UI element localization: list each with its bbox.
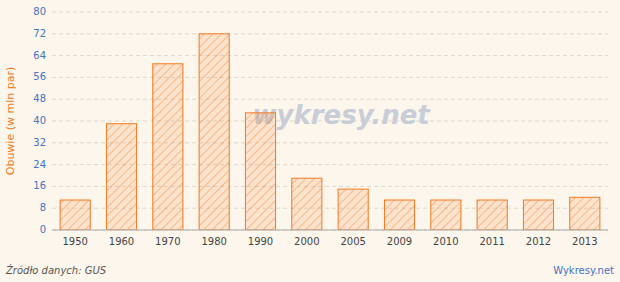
y-tick-label: 8 bbox=[40, 202, 46, 213]
bar bbox=[292, 178, 322, 230]
bar bbox=[477, 200, 507, 230]
bar bbox=[199, 34, 229, 230]
bar bbox=[245, 113, 275, 230]
y-tick-label: 80 bbox=[33, 6, 46, 17]
grid-line bbox=[52, 12, 608, 13]
grid-line bbox=[52, 55, 608, 56]
watermark: wykresy.net bbox=[253, 100, 432, 130]
y-tick-label: 16 bbox=[33, 180, 46, 191]
grid-line bbox=[52, 77, 608, 78]
grid-line bbox=[52, 230, 608, 231]
x-tick-label: 2010 bbox=[433, 236, 458, 247]
x-tick-label: 2009 bbox=[387, 236, 412, 247]
bar bbox=[60, 200, 90, 230]
y-tick-label: 72 bbox=[33, 28, 46, 39]
grid bbox=[52, 12, 608, 230]
x-tick-label: 2005 bbox=[340, 236, 365, 247]
bar bbox=[106, 124, 136, 230]
grid-line bbox=[52, 33, 608, 34]
y-tick-label: 32 bbox=[33, 137, 46, 148]
x-tick-label: 1990 bbox=[248, 236, 273, 247]
x-tick-label: 2011 bbox=[479, 236, 504, 247]
y-tick-label: 40 bbox=[33, 115, 46, 126]
y-tick-label: 56 bbox=[33, 71, 46, 82]
bar bbox=[523, 200, 553, 230]
y-tick-label: 64 bbox=[33, 50, 46, 61]
x-tick-label: 1970 bbox=[155, 236, 180, 247]
y-axis-label: Obuwie (w mln par) bbox=[4, 67, 17, 176]
x-tick-label: 2000 bbox=[294, 236, 319, 247]
bars bbox=[60, 34, 600, 230]
x-tick-label: 1950 bbox=[62, 236, 87, 247]
bar bbox=[338, 189, 368, 230]
chart-container: 0 8 16 24 32 40 48 56 64 72 80 wykresy.net 1950 1960 1… bbox=[0, 0, 620, 282]
chart-svg: 0 8 16 24 32 40 48 56 64 72 80 wykresy.net 1950 1960 1… bbox=[0, 0, 620, 282]
y-tick-label: 0 bbox=[40, 224, 46, 235]
source-note: Źródło danych: GUS bbox=[5, 264, 107, 276]
x-tick-label: 2013 bbox=[572, 236, 597, 247]
y-tick-label: 48 bbox=[33, 93, 46, 104]
bar bbox=[431, 200, 461, 230]
bar bbox=[570, 197, 600, 230]
x-axis-line bbox=[52, 230, 608, 231]
footer-credit: Wykresy.net bbox=[553, 265, 614, 276]
bar bbox=[384, 200, 414, 230]
x-tick-label: 1980 bbox=[201, 236, 226, 247]
x-tick-label: 1960 bbox=[109, 236, 134, 247]
x-tick-label: 2012 bbox=[526, 236, 551, 247]
bar bbox=[153, 64, 183, 230]
y-tick-label: 24 bbox=[33, 159, 46, 170]
